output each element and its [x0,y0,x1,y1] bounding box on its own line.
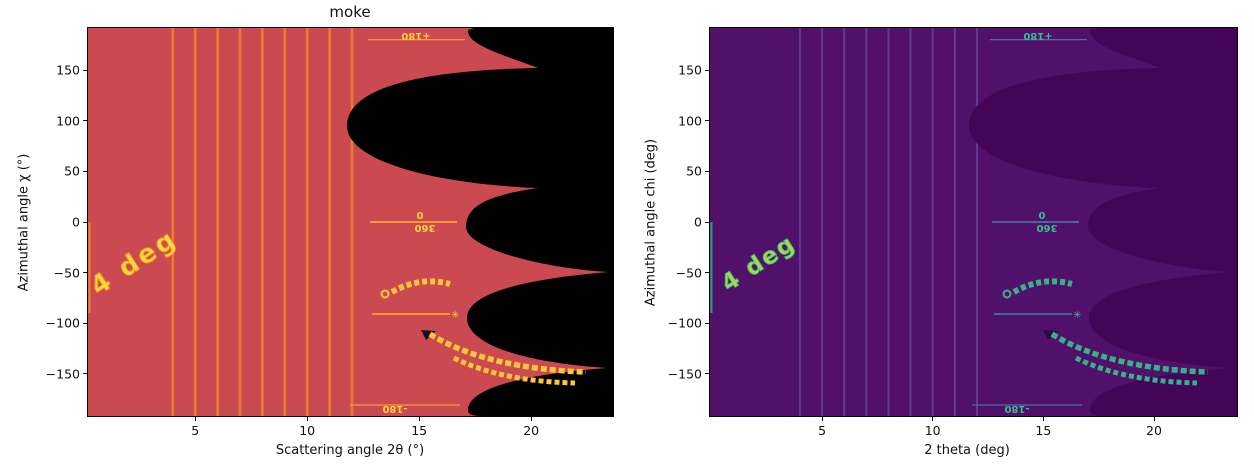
y-tick-mark [83,373,87,375]
curved-glyph-row-1 [1050,331,1209,375]
x-tick-label: 20 [1146,423,1162,438]
curved-glyph-row-2 [452,355,576,386]
y-tick-label: −100 [667,315,702,331]
left-axes: +180 4 deg 0 360 ✳ -180 [87,27,614,417]
x-tick-label: 10 [924,423,941,438]
y-tick-label: 0 [72,214,80,230]
x-tick-mark [194,417,196,421]
y-tick-mark [705,170,709,172]
y-tick-mark [705,322,709,324]
y-tick-label: 150 [678,62,702,78]
y-tick-mark [83,322,87,324]
zero-label: 0 [417,211,424,222]
x-tick-label: 5 [191,423,200,438]
right-axes: +180 4 deg 0 360 ✳ -180 [709,27,1238,417]
y-tick-label: −150 [45,366,80,382]
y-tick-label: −50 [53,265,80,281]
x-tick-label: 15 [1035,423,1052,438]
curved-glyph-row-2 [1074,355,1198,386]
curved-glyph-row-1 [428,331,587,375]
left-yaxis-label: Azimuthal angle χ (°) [16,153,32,292]
x-tick-label: 5 [818,423,827,438]
y-tick-label: 50 [686,163,702,179]
y-tick-label: 50 [64,163,80,179]
left-heatmap-canvas: +180 4 deg 0 360 ✳ -180 [88,28,613,416]
detector-gap-mask [969,28,1237,416]
right-xaxis-label: 2 theta (deg) [924,443,1010,458]
x-tick-mark [1153,417,1155,421]
right-heatmap-canvas: +180 4 deg 0 360 ✳ -180 [710,28,1237,416]
rotated-glyph-ring [380,289,390,299]
x-tick-mark [1042,417,1044,421]
x-tick-mark [821,417,823,421]
y-tick-label: 150 [56,62,80,78]
y-tick-mark [83,120,87,122]
star-glyph: ✳ [451,310,459,321]
y-tick-label: −50 [675,265,702,281]
y-tick-label: 100 [56,113,80,129]
y-tick-mark [705,69,709,71]
x-tick-mark [530,417,532,421]
plot-title: moke [329,3,371,21]
left-xaxis-label: Scattering angle 2θ (°) [275,443,425,458]
y-tick-mark [83,221,87,223]
detector-gap-mask [347,28,613,416]
y-tick-mark [705,272,709,274]
x-tick-mark [932,417,934,421]
plus180-label: +180 [1023,30,1052,41]
x-tick-label: 20 [523,423,540,438]
minus180-label: -180 [382,403,407,414]
threesixty-label: 360 [1037,222,1058,233]
y-tick-mark [83,272,87,274]
y-tick-label: 0 [694,214,702,230]
ring-lines [798,28,978,416]
threesixty-label: 360 [415,222,436,233]
y-tick-mark [83,69,87,71]
minus180-label: -180 [1004,403,1029,414]
y-tick-mark [705,373,709,375]
ring-lines [171,28,354,416]
x-tick-label: 10 [299,423,316,438]
x-tick-mark [418,417,420,421]
x-tick-label: 15 [411,423,428,438]
right-yaxis-label: Azimuthal angle chi (deg) [643,138,659,307]
x-tick-mark [306,417,308,421]
rotated-glyph-ring [1002,289,1012,299]
y-tick-label: −100 [45,315,80,331]
y-tick-mark [705,221,709,223]
zero-label: 0 [1039,211,1046,222]
star-glyph: ✳ [1073,310,1081,321]
y-tick-label: 100 [678,113,702,129]
y-tick-mark [705,120,709,122]
y-tick-mark [83,170,87,172]
y-tick-label: −150 [667,366,702,382]
plus180-label: +180 [401,30,430,41]
